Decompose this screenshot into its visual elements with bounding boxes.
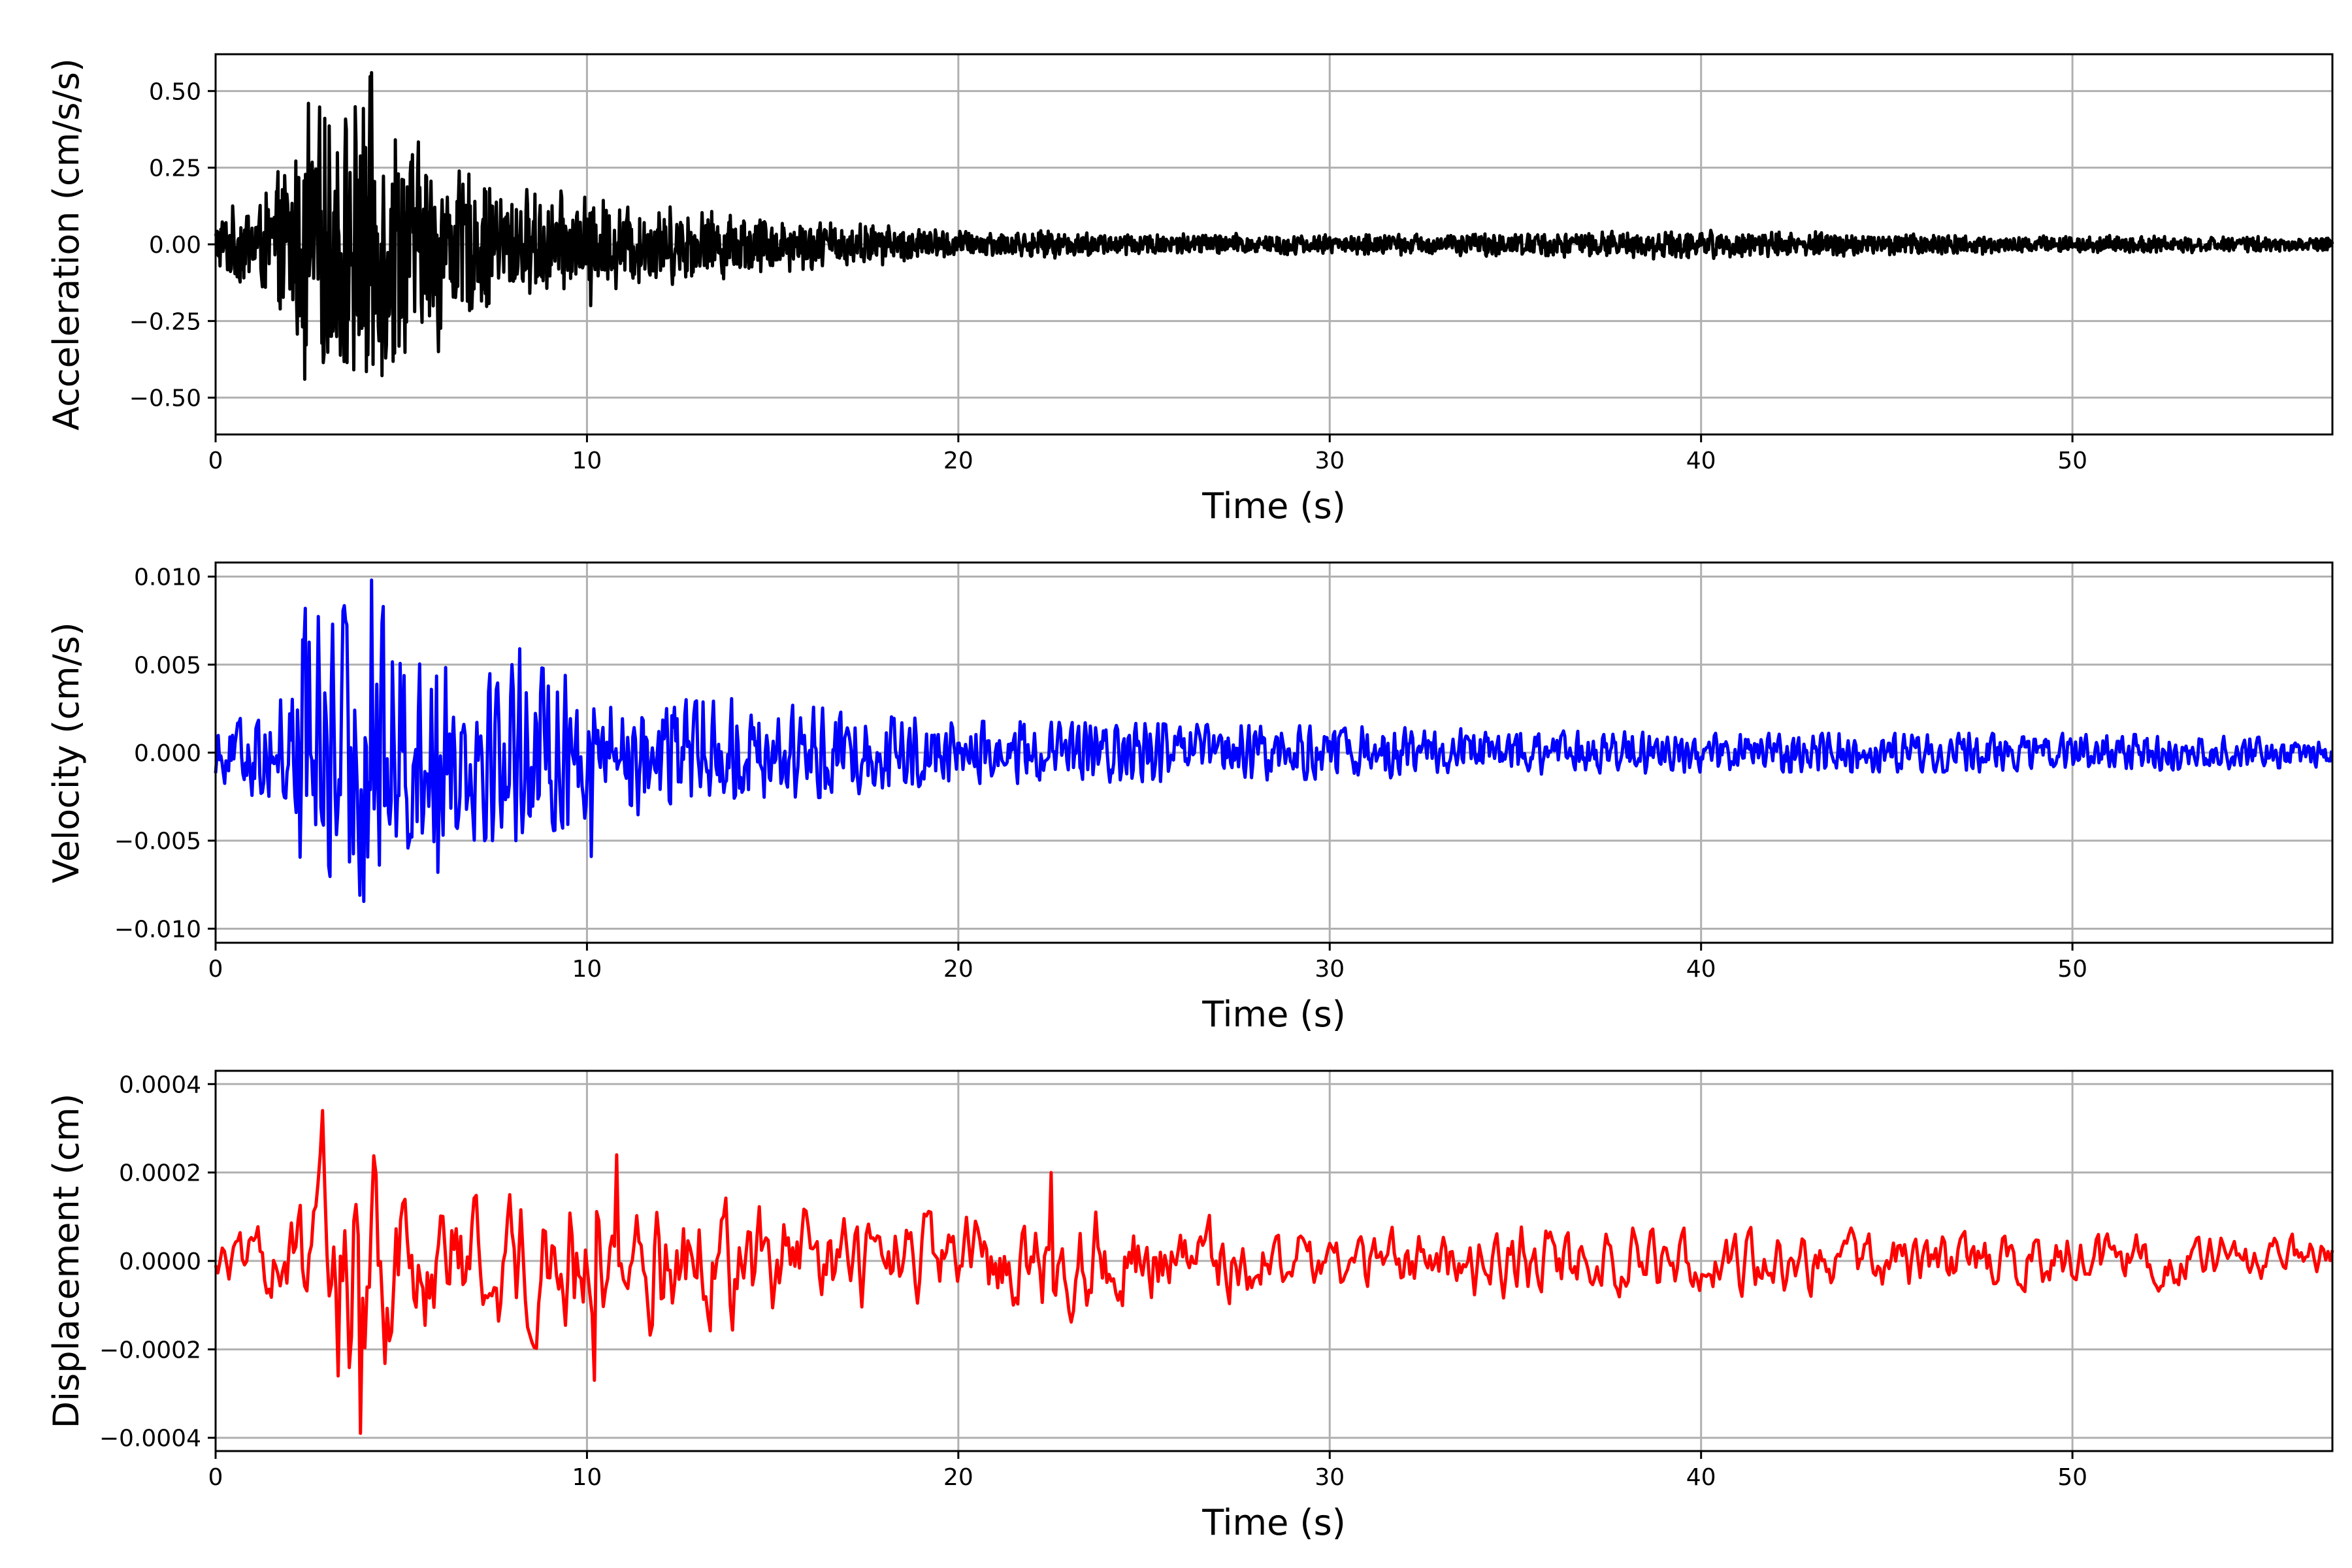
acceleration-y-tick-label: 0.00 <box>149 232 201 259</box>
acceleration-y-tick-label: −0.50 <box>129 385 201 412</box>
acceleration-y-tick-label: −0.25 <box>129 308 201 335</box>
displacement-x-tick-label: 10 <box>572 1464 602 1491</box>
velocity-x-tick-label: 50 <box>2057 956 2087 983</box>
displacement-x-tick-label: 0 <box>208 1464 223 1491</box>
acceleration-y-axis-label: Acceleration (cm/s/s) <box>46 58 87 431</box>
displacement-y-tick-label: 0.0002 <box>119 1160 201 1187</box>
displacement-y-tick-label: 0.0000 <box>119 1249 201 1275</box>
velocity-x-tick-label: 10 <box>572 956 602 983</box>
acceleration-x-axis-label: Time (s) <box>1201 485 1346 527</box>
velocity-series-line <box>214 578 2334 904</box>
velocity-x-tick-label: 20 <box>943 956 973 983</box>
displacement-x-tick-label: 50 <box>2057 1464 2087 1491</box>
displacement-x-tick-label: 30 <box>1315 1464 1345 1491</box>
displacement-y-axis-label: Displacement (cm) <box>46 1094 87 1429</box>
velocity-y-tick-label: 0.010 <box>134 564 201 591</box>
acceleration-panel: 0 10 20 30 40 50 −0.50 −0.25 0.00 0.25 0.50 Time (… <box>46 53 2334 527</box>
velocity-x-tick-label: 40 <box>1686 956 1716 983</box>
velocity-x-tick-label: 30 <box>1315 956 1345 983</box>
velocity-panel: 0 10 20 30 40 50 −0.010 −0.005 0.000 0.005 0.010 T… <box>46 561 2334 1035</box>
velocity-y-tick-label: 0.000 <box>134 740 201 767</box>
velocity-y-tick-label: −0.005 <box>114 828 201 855</box>
displacement-series-line <box>214 1109 2334 1435</box>
acceleration-y-tick-label: 0.50 <box>149 78 201 105</box>
displacement-x-axis-label: Time (s) <box>1201 1502 1346 1543</box>
velocity-y-axis-label: Velocity (cm/s) <box>46 622 87 883</box>
acceleration-y-tick-label: 0.25 <box>149 155 201 182</box>
displacement-y-tick-label: −0.0004 <box>99 1426 201 1452</box>
velocity-x-axis-label: Time (s) <box>1201 994 1346 1035</box>
displacement-x-tick-label: 20 <box>943 1464 973 1491</box>
acceleration-x-tick-label: 50 <box>2057 448 2087 474</box>
acceleration-x-tick-label: 10 <box>572 448 602 474</box>
displacement-y-tick-label: 0.0004 <box>119 1071 201 1098</box>
velocity-y-tick-label: −0.010 <box>114 916 201 943</box>
acceleration-series-line <box>214 71 2334 381</box>
acceleration-x-tick-label: 30 <box>1315 448 1345 474</box>
displacement-panel: 0 10 20 30 40 50 −0.0004 −0.0002 0.0000 0.0002 0.0… <box>46 1070 2334 1543</box>
acceleration-x-tick-label: 40 <box>1686 448 1716 474</box>
acceleration-x-tick-label: 0 <box>208 448 223 474</box>
velocity-x-tick-label: 0 <box>208 956 223 983</box>
velocity-y-tick-label: 0.005 <box>134 652 201 679</box>
displacement-y-tick-label: −0.0002 <box>99 1337 201 1364</box>
displacement-x-tick-label: 40 <box>1686 1464 1716 1491</box>
acceleration-x-tick-label: 20 <box>943 448 973 474</box>
